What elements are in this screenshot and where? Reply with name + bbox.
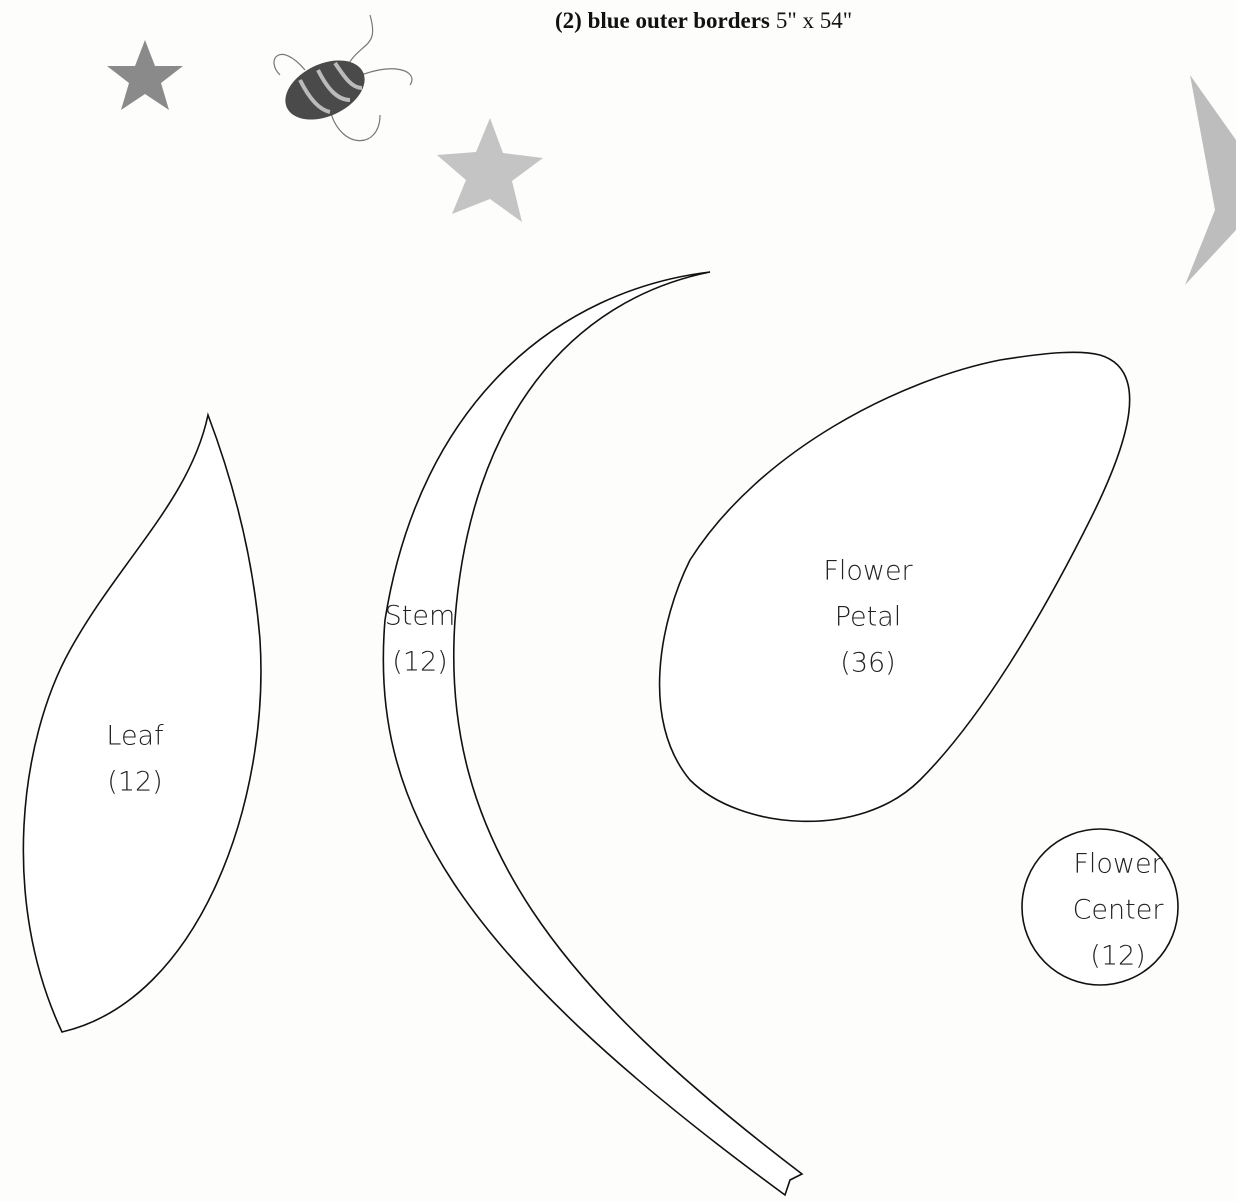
piece-label: Stem: [385, 601, 456, 632]
piece-label: (12): [1090, 941, 1145, 972]
petal-shape: [660, 352, 1130, 821]
piece-label: Leaf: [106, 721, 164, 752]
star: [107, 40, 183, 110]
bee: [274, 15, 412, 141]
piece-label: Petal: [835, 602, 902, 633]
piece-label: (36): [840, 648, 895, 679]
piece-label: Flower: [1073, 849, 1163, 880]
piece-label: (12): [107, 767, 162, 798]
piece-label: (12): [392, 647, 447, 678]
piece-label: Center: [1073, 895, 1165, 926]
page: (2) blue outer borders5" x 54" Leaf (12) S…: [0, 0, 1236, 1202]
star: [437, 118, 543, 222]
pattern-sheet: (2) blue outer borders5" x 54" Leaf (12) S…: [0, 0, 1236, 1202]
star: [1185, 75, 1236, 285]
header-text: 5" x 54": [776, 8, 852, 33]
header-bold: (2) blue outer borders: [555, 8, 770, 33]
piece-label: Flower: [823, 556, 913, 587]
